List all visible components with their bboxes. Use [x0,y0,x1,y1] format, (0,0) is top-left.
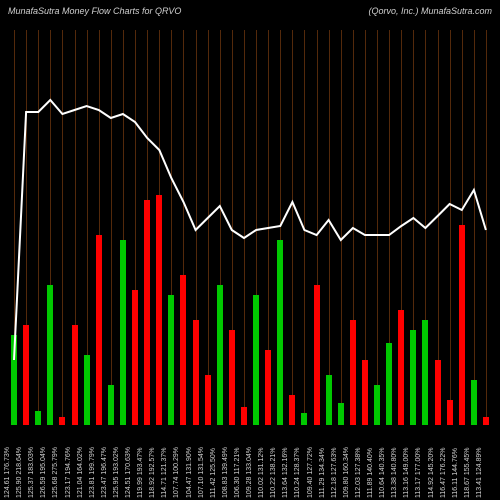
x-label: 107.10 131.54% [198,447,205,498]
x-label: 109.28 133.04% [246,447,253,498]
x-label: 121.04 164.02% [77,447,84,498]
x-label: 113.38 140.80% [391,448,398,498]
x-label: 119.99 193.47% [137,448,144,498]
x-label: 113.64 132.16% [282,448,289,498]
title-right: (Qorvo, Inc.) MunafaSutra.com [368,6,492,16]
x-label: 110.02 131.12% [258,448,265,498]
title-left: MunafaSutra Money Flow Charts for QRVO [8,6,181,16]
x-label: 118.67 155.45% [464,448,471,498]
x-label: 116.47 176.22% [440,448,447,498]
x-label: 113.17 177.00% [415,448,422,498]
money-flow-line [8,30,492,425]
x-label: 106.30 117.21% [234,448,241,498]
x-label: 125.37 183.03% [28,447,35,498]
x-label: 113.16 149.00% [403,448,410,498]
x-label: 123.17 194.76% [65,447,72,498]
x-label: 116.11 144.76% [452,448,459,498]
chart-area [8,30,492,425]
x-label: 125.68 275.79% [52,447,59,498]
x-axis-labels: 124.61 176.73%125.90 218.64%125.37 183.0… [8,425,492,500]
x-label: 124.61 176.73% [4,447,11,498]
chart-title: MunafaSutra Money Flow Charts for QRVO (… [8,6,492,16]
x-label: 125.95 193.02% [113,447,120,498]
x-label: 124.51 170.63% [125,447,132,498]
x-label: 111.29 134.34% [319,448,326,498]
x-label: 110.64 140.35% [379,448,386,498]
x-label: 118.92 192.57% [149,448,156,498]
line-path [14,100,486,360]
x-label: 107.74 100.29% [173,447,180,498]
x-label: 126.59 195.04% [40,447,47,498]
x-label: 109.40 127.72% [307,447,314,498]
x-label: 111.89 140.40% [367,448,374,498]
x-label: 125.90 218.64% [16,447,23,498]
x-label: 110.24 128.37% [294,448,301,498]
x-label: 110.22 138.21% [270,448,277,498]
x-label: 114.71 121.37% [161,448,168,498]
x-label: 113.41 124.89% [476,448,483,498]
x-label: 123.81 199.79% [89,447,96,498]
x-label: 114.92 145.20% [428,448,435,498]
x-label: 112.03 127.38% [355,448,362,498]
x-label: 123.47 196.47% [101,447,108,498]
x-label: 109.80 160.34% [343,447,350,498]
x-label: 112.18 127.63% [331,448,338,498]
x-label: 104.47 131.90% [186,447,193,498]
x-label: 111.42 125.50% [210,448,217,498]
x-label: 108.83 139.49% [222,447,229,498]
